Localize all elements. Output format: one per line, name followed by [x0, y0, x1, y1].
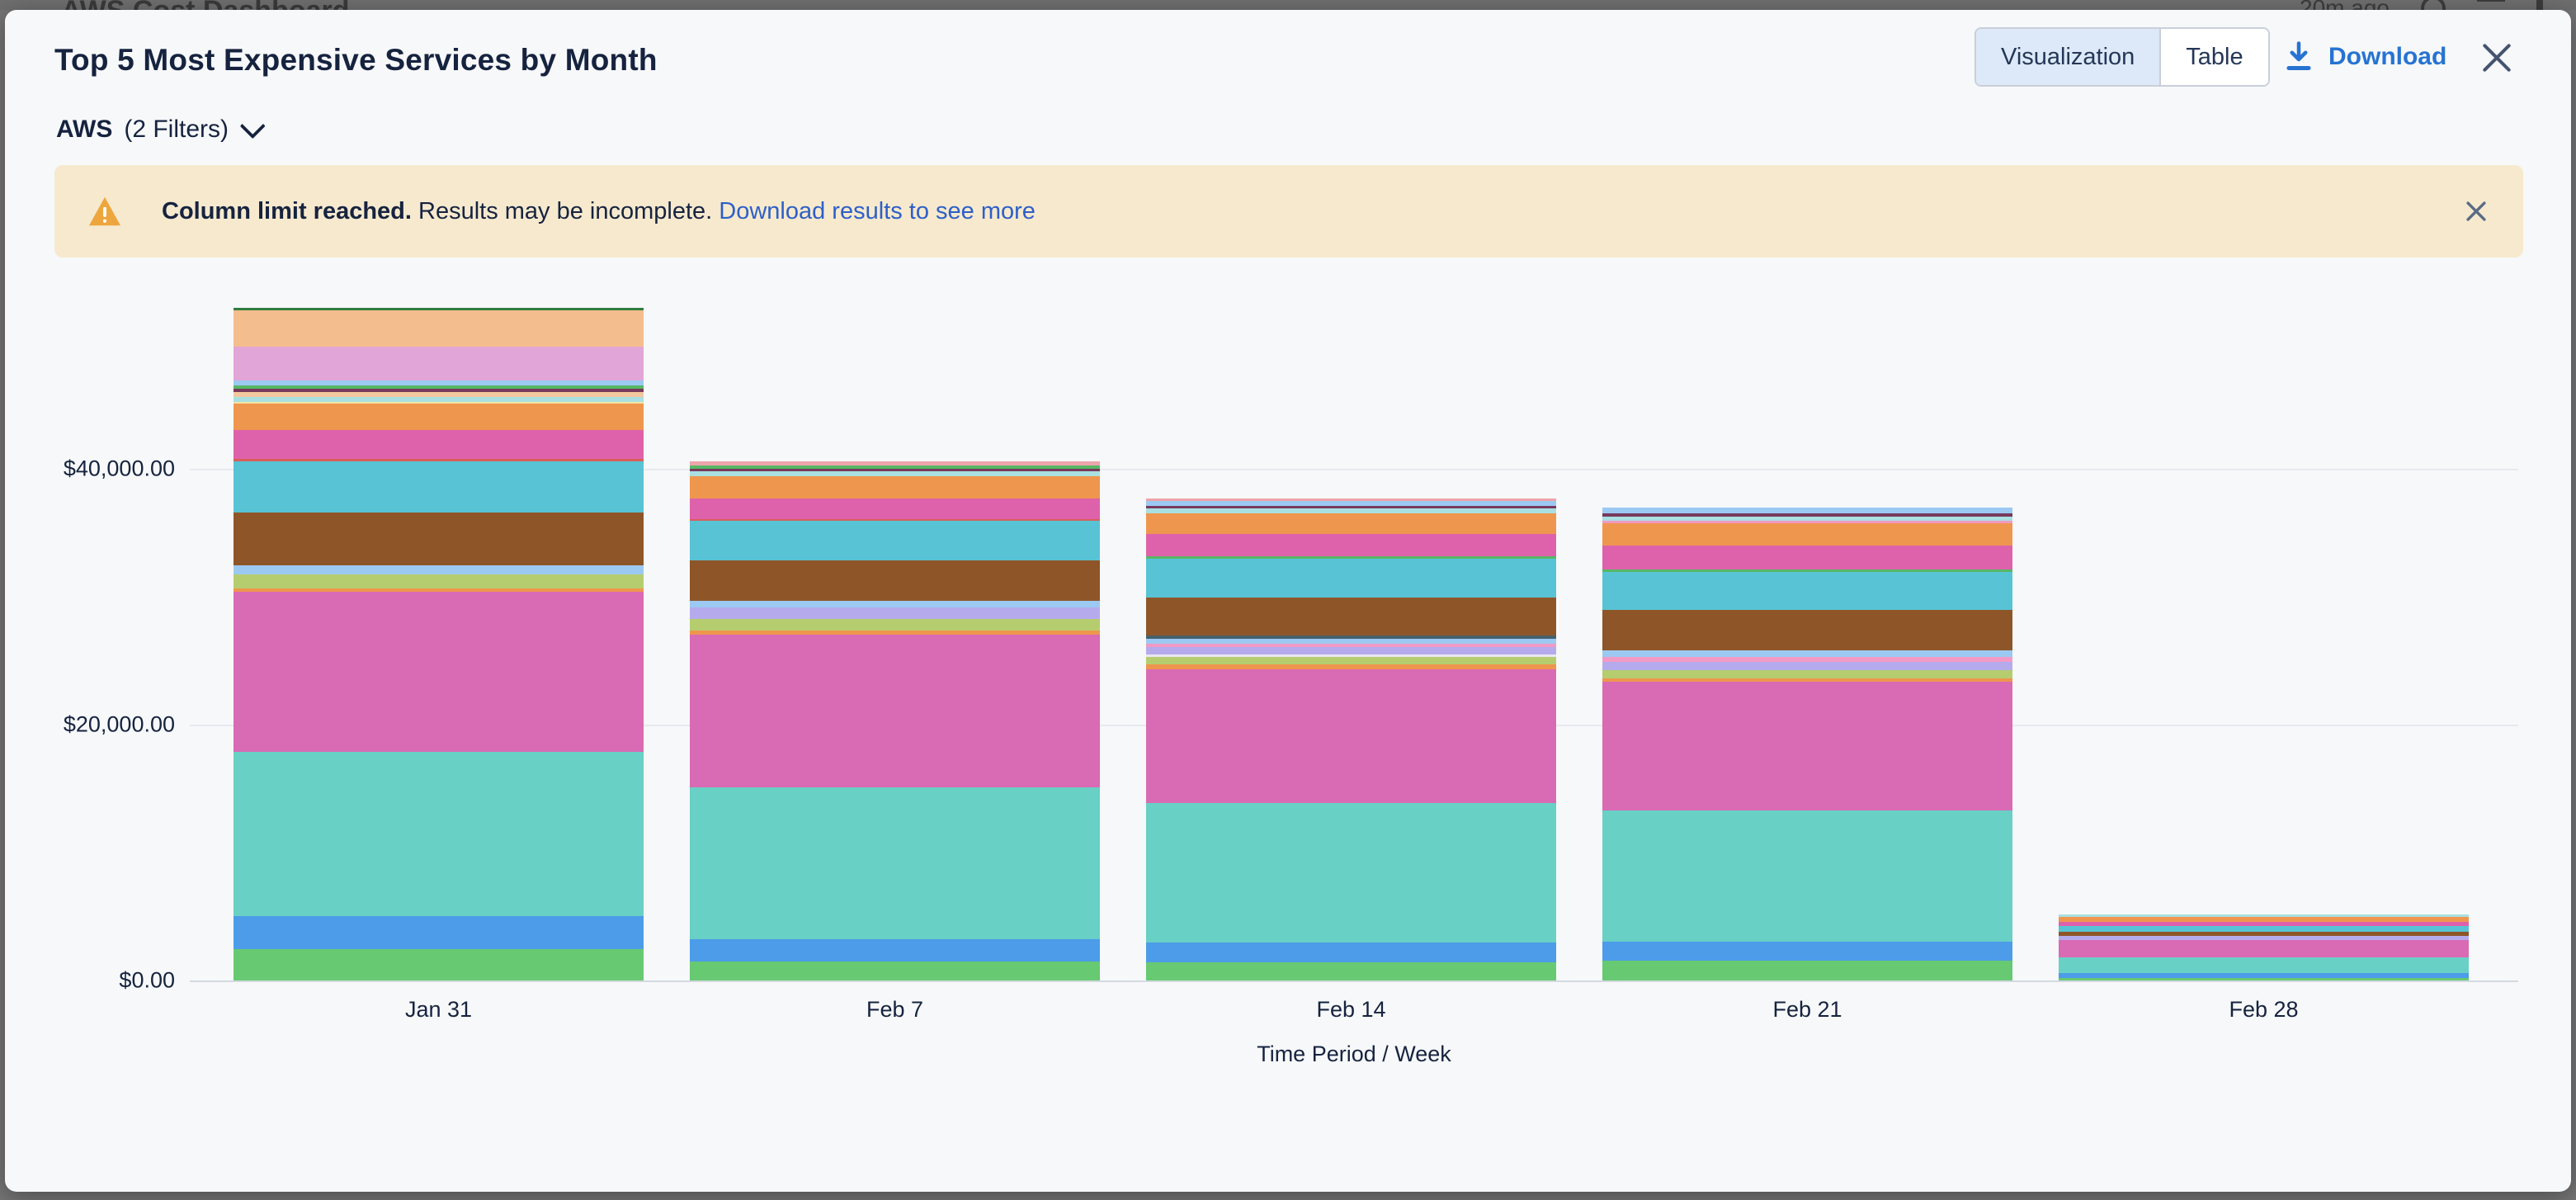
bar-stack-segment[interactable] [1146, 657, 1556, 664]
bar-stack-segment[interactable] [234, 949, 644, 980]
bar-stack-segment[interactable] [1602, 610, 2012, 650]
bar-stack-segment[interactable] [690, 476, 1100, 498]
bar-jan-31 [234, 308, 644, 980]
bar-stack-segment[interactable] [234, 513, 644, 565]
bar-stack-segment[interactable] [690, 635, 1100, 787]
bar-stack-segment[interactable] [1146, 598, 1556, 635]
bar-stack-segment[interactable] [690, 961, 1100, 980]
bar-stack-segment[interactable] [690, 498, 1100, 519]
bar-stack-segment[interactable] [1146, 962, 1556, 980]
bar-stack-segment[interactable] [690, 619, 1100, 631]
bar-stack-segment[interactable] [234, 461, 644, 513]
menu-icon [2477, 0, 2505, 10]
bar-stack-segment[interactable] [1602, 508, 2012, 513]
bar-stack-segment[interactable] [234, 574, 644, 588]
chart-modal: Top 5 Most Expensive Services by Month A… [5, 10, 2571, 1192]
bar-feb-14 [1146, 498, 1556, 980]
bar-stack-segment[interactable] [1146, 803, 1556, 943]
background-timestamp: 20m ago [2300, 0, 2390, 10]
bar-feb-28 [2059, 914, 2469, 980]
bar-stack-segment[interactable] [2059, 926, 2469, 932]
stacked-bar-chart: Time Period / Week $0.00 $20,000.00 $40,00… [5, 10, 2571, 1192]
x-axis-title: Time Period / Week [190, 1042, 2518, 1067]
bar-stack-segment[interactable] [234, 430, 644, 459]
bar-stack-segment[interactable] [1146, 513, 1556, 534]
bar-stack-segment[interactable] [690, 787, 1100, 939]
background-page-strip: AWS Cost Dashboard 20m ago [0, 0, 2576, 10]
bar-stack-segment[interactable] [690, 939, 1100, 961]
kebab-menu-icon [2536, 0, 2543, 10]
bar-stack-segment[interactable] [1602, 670, 2012, 678]
x-axis-tick-label: Feb 7 [690, 997, 1100, 1023]
bar-stack-segment[interactable] [2059, 978, 2469, 980]
x-axis-tick-label: Feb 21 [1602, 997, 2012, 1023]
bar-feb-21 [1602, 508, 2012, 980]
bar-stack-segment[interactable] [1602, 662, 2012, 670]
bar-stack-segment[interactable] [2059, 940, 2469, 957]
bar-stack-segment[interactable] [1146, 647, 1556, 654]
bar-stack-segment[interactable] [1602, 682, 2012, 810]
bar-stack-segment[interactable] [1602, 546, 2012, 569]
background-page-title: AWS Cost Dashboard [61, 0, 349, 10]
x-axis-tick-label: Jan 31 [234, 997, 644, 1023]
y-axis-tick-label: $20,000.00 [13, 712, 175, 738]
bar-stack-segment[interactable] [234, 592, 644, 752]
y-gridline [190, 980, 2518, 982]
refresh-icon [2421, 0, 2446, 10]
bar-stack-segment[interactable] [234, 404, 644, 430]
bar-stack-segment[interactable] [690, 601, 1100, 607]
bar-stack-segment[interactable] [690, 521, 1100, 560]
bar-stack-segment[interactable] [234, 347, 644, 380]
bar-stack-segment[interactable] [1602, 961, 2012, 980]
bar-stack-segment[interactable] [234, 916, 644, 949]
bar-stack-segment[interactable] [690, 560, 1100, 601]
bar-stack-segment[interactable] [1602, 942, 2012, 961]
x-axis-tick-label: Feb 14 [1146, 997, 1556, 1023]
bar-stack-segment[interactable] [234, 752, 644, 916]
bar-stack-segment[interactable] [234, 310, 644, 347]
x-axis-tick-label: Feb 28 [2059, 997, 2469, 1023]
bar-stack-segment[interactable] [1602, 523, 2012, 546]
y-axis-tick-label: $40,000.00 [13, 456, 175, 482]
bar-stack-segment[interactable] [1602, 810, 2012, 942]
bar-stack-segment[interactable] [690, 607, 1100, 619]
bar-feb-7 [690, 461, 1100, 980]
bar-stack-segment[interactable] [1146, 943, 1556, 962]
bar-stack-segment[interactable] [234, 565, 644, 574]
bar-stack-segment[interactable] [2059, 957, 2469, 973]
bar-stack-segment[interactable] [1602, 650, 2012, 657]
y-axis-tick-label: $0.00 [13, 968, 175, 994]
bar-stack-segment[interactable] [1602, 572, 2012, 610]
bar-stack-segment[interactable] [1146, 534, 1556, 556]
bar-stack-segment[interactable] [1146, 559, 1556, 598]
bar-stack-segment[interactable] [1146, 669, 1556, 803]
